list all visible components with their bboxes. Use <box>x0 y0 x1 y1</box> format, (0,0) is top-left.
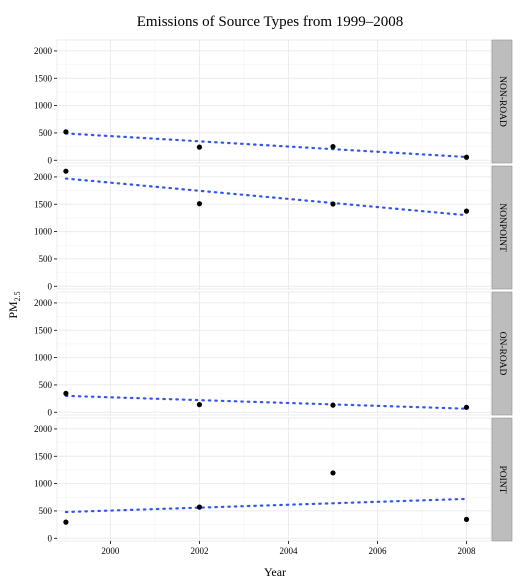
y-tick-label: 1000 <box>34 101 53 111</box>
data-point <box>196 402 203 408</box>
y-axis-title-subscript: 2.5 <box>13 291 22 301</box>
data-point <box>196 504 203 510</box>
trend-line <box>64 497 468 514</box>
x-axis-title: Year <box>264 565 286 579</box>
trend-line <box>64 177 468 217</box>
y-tick-label: 1000 <box>34 353 53 363</box>
data-point <box>63 390 69 397</box>
y-tick-label: 0 <box>48 155 53 165</box>
x-axis: 2000 2002 2004 2006 2008 <box>101 541 476 556</box>
x-tick-label: 2002 <box>190 546 208 556</box>
strip-background <box>491 165 513 290</box>
trend-line <box>64 132 468 159</box>
y-axis-title-main: PM <box>6 301 20 319</box>
data-point <box>330 201 336 207</box>
y-tick-label: 500 <box>39 254 53 264</box>
data-point <box>330 470 336 476</box>
panel-border <box>56 417 492 542</box>
panel-background <box>57 40 491 163</box>
trend-line <box>64 394 468 410</box>
y-tick-label: 1500 <box>34 73 53 83</box>
y-tick-label: 1500 <box>34 451 53 461</box>
data-point <box>330 144 336 150</box>
y-tick-label: 500 <box>39 380 53 390</box>
y-tick-label: 500 <box>39 128 53 138</box>
strip-background <box>491 39 513 164</box>
y-tick-label: 2000 <box>34 424 53 434</box>
data-point <box>463 208 470 214</box>
strip-label-point: POINT <box>497 466 507 494</box>
panel-background <box>57 418 491 541</box>
data-point <box>463 154 470 160</box>
data-point <box>63 129 69 135</box>
x-tick-label: 2008 <box>458 546 477 556</box>
strip-background <box>491 291 513 416</box>
strip-label-on-road: ON-ROAD <box>497 332 507 376</box>
data-point <box>463 404 470 410</box>
y-axis-title: PM2.5 <box>6 291 22 318</box>
panel-background <box>57 292 491 415</box>
data-point <box>330 402 336 408</box>
x-tick-label: 2006 <box>368 546 387 556</box>
panel-border <box>56 165 492 290</box>
data-point <box>196 144 203 150</box>
y-tick-label: 2000 <box>34 172 53 182</box>
panel-background <box>57 166 491 289</box>
y-tick-label: 1500 <box>34 325 53 335</box>
y-tick-label: 1000 <box>34 227 53 237</box>
panel-non-road: 0 500 1000 1500 2000 NON-ROAD <box>34 39 513 165</box>
y-tick-label: 1000 <box>34 479 53 489</box>
y-tick-label: 500 <box>39 506 53 516</box>
strip-label-nonpoint: NONPOINT <box>497 203 507 252</box>
y-tick-label: 0 <box>48 533 53 543</box>
x-tick-label: 2000 <box>101 546 120 556</box>
panel-nonpoint: 0 500 1000 1500 2000 NONPOINT <box>34 165 513 291</box>
chart-title: Emissions of Source Types from 1999–2008 <box>137 14 404 30</box>
data-point <box>63 168 69 174</box>
panel-border <box>56 39 492 164</box>
data-point <box>196 201 203 207</box>
panel-border <box>56 291 492 416</box>
panel-on-road: 0 500 1000 1500 2000 ON-ROAD <box>34 291 513 417</box>
panel-point: 0 500 1000 1500 2000 POINT <box>34 417 513 543</box>
y-tick-label: 0 <box>48 407 53 417</box>
y-tick-label: 2000 <box>34 46 53 56</box>
y-tick-label: 2000 <box>34 298 53 308</box>
x-tick-label: 2004 <box>279 546 298 556</box>
y-tick-label: 1500 <box>34 199 53 209</box>
data-point <box>463 516 470 523</box>
strip-label-non-road: NON-ROAD <box>497 76 507 127</box>
strip-background <box>491 417 513 542</box>
data-point <box>63 519 69 525</box>
y-tick-label: 0 <box>48 281 53 291</box>
panels-group: 0 500 1000 1500 2000 NON-ROAD 0 500 1000 1500 2000… <box>34 39 513 543</box>
